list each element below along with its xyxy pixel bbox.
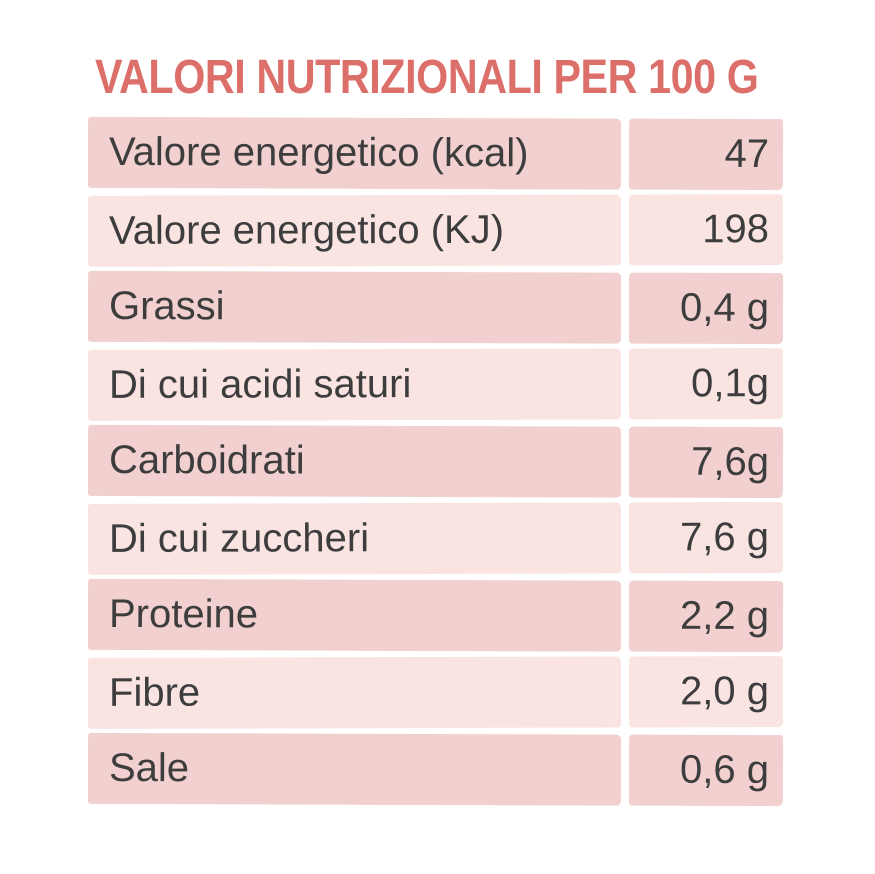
nutrition-table: Valore energetico (kcal) 47 Valore energ… <box>87 116 784 807</box>
page-title: VALORI NUTRIZIONALI PER 100 G <box>95 51 759 104</box>
nutrient-value: 0,4 g <box>628 272 784 345</box>
table-row: Grassi 0,4 g <box>87 270 784 345</box>
table-row: Proteine 2,2 g <box>87 578 784 653</box>
nutrient-value: 7,6 g <box>628 502 784 574</box>
table-row: Sale 0,6 g <box>87 732 784 807</box>
nutrient-label: Fibre <box>87 656 622 729</box>
nutrient-label: Proteine <box>87 578 622 652</box>
nutrient-label: Carboidrati <box>87 424 622 498</box>
nutrient-label: Grassi <box>87 270 622 344</box>
nutrient-label: Sale <box>87 732 622 806</box>
nutrient-label: Valore energetico (kcal) <box>87 116 622 190</box>
nutrient-value: 7,6g <box>628 426 784 499</box>
nutrient-value: 198 <box>628 194 784 266</box>
table-row: Carboidrati 7,6g <box>87 424 784 499</box>
table-row: Di cui zuccheri 7,6 g <box>87 502 784 575</box>
nutrient-value: 0,6 g <box>628 734 784 807</box>
nutrient-value: 2,2 g <box>628 580 784 653</box>
table-row: Valore energetico (KJ) 198 <box>87 194 784 267</box>
nutrient-label: Valore energetico (KJ) <box>87 194 622 267</box>
nutrient-label: Di cui zuccheri <box>87 502 622 575</box>
nutrient-value: 47 <box>628 118 784 191</box>
nutrient-value: 2,0 g <box>628 656 784 728</box>
nutrient-label: Di cui acidi saturi <box>87 348 622 421</box>
nutrient-value: 0,1g <box>628 348 784 420</box>
table-row: Fibre 2,0 g <box>87 656 784 729</box>
table-row: Valore energetico (kcal) 47 <box>87 116 784 191</box>
table-row: Di cui acidi saturi 0,1g <box>87 348 784 421</box>
